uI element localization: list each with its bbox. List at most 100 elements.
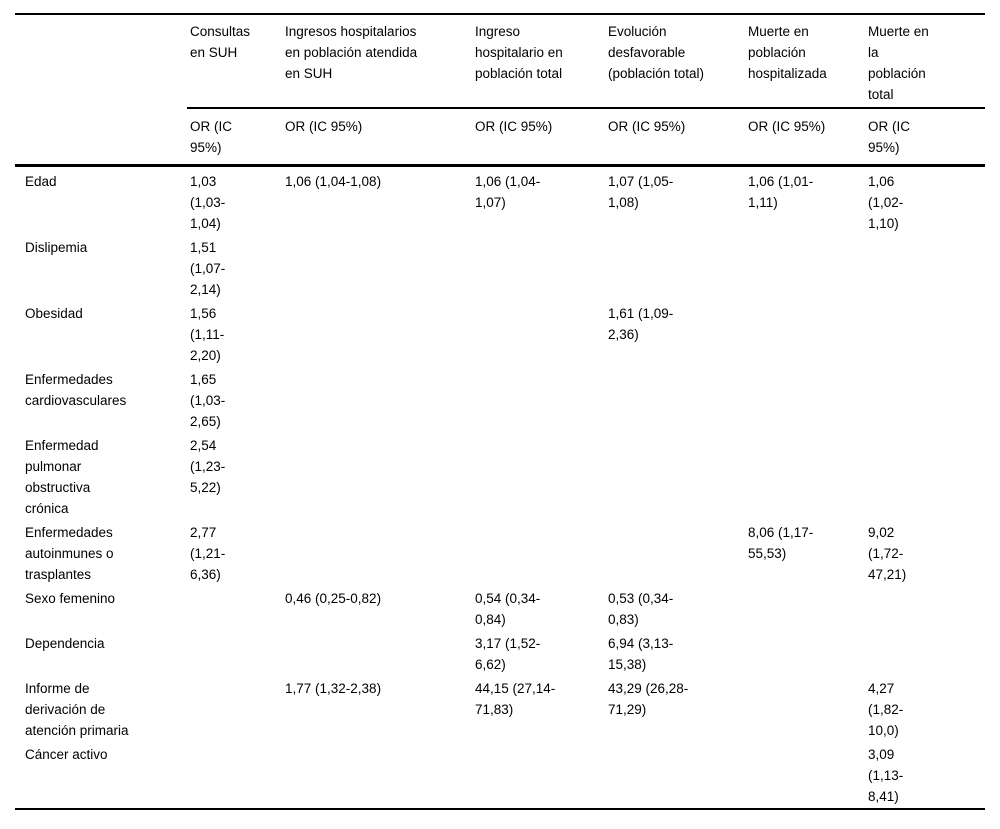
or-value-cell: 1,65 (1,03- 2,65) (190, 372, 226, 429)
or-value-cell (605, 520, 745, 586)
or-value-cell: 0,53 (0,34- 0,83) (608, 591, 674, 627)
or-value-cell (282, 367, 472, 433)
table-row: Dependencia 3,17 (1,52- 6,62) 6,94 (3,13- … (15, 631, 985, 676)
row-label-column-header (15, 14, 187, 108)
or-value-cell: 3,09 (1,13- 8,41) (868, 747, 904, 804)
or-value-cell (187, 676, 282, 742)
or-value-cell (282, 742, 472, 809)
or-value-cell (745, 631, 865, 676)
or-value-cell (187, 586, 282, 631)
or-value-cell (605, 433, 745, 520)
subheader-or-ic: OR (IC 95%) (865, 107, 985, 167)
or-value-cell: 6,94 (3,13- 15,38) (608, 636, 674, 672)
or-value-cell: 1,07 (1,05- 1,08) (608, 174, 674, 210)
or-value-cell: 0,46 (0,25-0,82) (285, 591, 382, 606)
table-row: Sexo femenino 0,46 (0,25-0,82) 0,54 (0,34-… (15, 586, 985, 631)
or-value-cell (472, 433, 605, 520)
or-value-cell: 1,06 (1,04-1,08) (285, 174, 382, 189)
or-value-cell (865, 235, 985, 301)
subheader-row: OR (IC 95%) OR (IC 95%) OR (IC 95%) OR (… (15, 107, 985, 167)
table-row: Enfermedad pulmonar obstructiva crónica 2… (15, 433, 985, 520)
or-value-cell (745, 586, 865, 631)
or-value-cell: 4,27 (1,82- 10,0) (868, 681, 904, 738)
or-value-cell (745, 676, 865, 742)
subheader-or-ic: OR (IC 95%) (187, 107, 282, 167)
or-value-cell (282, 433, 472, 520)
or-value-cell: 0,54 (0,34- 0,84) (475, 591, 541, 627)
row-label: Enfermedades autoinmunes o trasplantes (25, 525, 114, 582)
row-label: Informe de derivación de atención primar… (25, 681, 129, 738)
or-value-cell (282, 235, 472, 301)
paper-table-region: Consultas en SUH Ingresos hospitalarios … (15, 13, 985, 810)
or-value-cell (187, 742, 282, 809)
or-value-cell (865, 433, 985, 520)
table-row: Edad 1,03 (1,03- 1,04) 1,06 (1,04-1,08) 1,0… (15, 166, 985, 236)
table-row: Informe de derivación de atención primar… (15, 676, 985, 742)
or-value-cell (282, 631, 472, 676)
or-value-cell: 2,77 (1,21- 6,36) (190, 525, 226, 582)
or-value-cell: 3,17 (1,52- 6,62) (475, 636, 541, 672)
or-value-cell (472, 742, 605, 809)
row-label: Cáncer activo (25, 747, 108, 762)
or-value-cell (605, 235, 745, 301)
odds-ratio-table: Consultas en SUH Ingresos hospitalarios … (15, 13, 985, 810)
or-value-cell (472, 520, 605, 586)
or-value-cell (745, 235, 865, 301)
or-value-cell: 8,06 (1,17- 55,53) (748, 525, 814, 561)
or-value-cell: 1,06 (1,04- 1,07) (475, 174, 541, 210)
or-value-cell: 1,61 (1,09- 2,36) (608, 306, 674, 342)
subheader-or-ic: OR (IC 95%) (605, 107, 745, 167)
or-value-cell (472, 301, 605, 367)
or-value-cell: 2,54 (1,23- 5,22) (190, 438, 226, 495)
or-value-cell (865, 586, 985, 631)
column-header-muerte-poblacion-total: Muerte en la población total (868, 24, 929, 102)
or-value-cell: 1,56 (1,11- 2,20) (190, 306, 225, 363)
table-body: Edad 1,03 (1,03- 1,04) 1,06 (1,04-1,08) 1,0… (15, 166, 985, 810)
or-value-cell (605, 742, 745, 809)
row-label: Enfermedad pulmonar obstructiva crónica (25, 438, 99, 516)
or-value-cell (282, 520, 472, 586)
or-value-cell (865, 631, 985, 676)
row-label: Sexo femenino (25, 591, 116, 606)
or-value-cell: 43,29 (26,28- 71,29) (608, 681, 689, 717)
or-value-cell: 44,15 (27,14- 71,83) (475, 681, 556, 717)
or-value-cell (745, 742, 865, 809)
or-value-cell (282, 301, 472, 367)
table-row: Enfermedades autoinmunes o trasplantes 2,… (15, 520, 985, 586)
or-value-cell (745, 367, 865, 433)
row-label: Enfermedades cardiovasculares (25, 372, 127, 408)
column-header-ingreso-hospitalario-total: Ingreso hospitalario en población total (475, 24, 563, 81)
row-label: Dislipemia (25, 240, 88, 255)
table-row: Cáncer activo 3,09 (1,13- 8,41) (15, 742, 985, 809)
or-value-cell (472, 235, 605, 301)
or-value-cell (865, 367, 985, 433)
or-value-cell (187, 631, 282, 676)
or-value-cell: 1,51 (1,07- 2,14) (190, 240, 226, 297)
column-header-ingresos-hospitalarios-suh: Ingresos hospitalarios en población aten… (285, 24, 418, 81)
column-header-evolucion-desfavorable: Evolución desfavorable (población total) (608, 24, 705, 81)
row-label: Dependencia (25, 636, 105, 651)
row-label: Obesidad (25, 306, 83, 321)
or-value-cell (472, 367, 605, 433)
or-value-cell: 1,06 (1,01- 1,11) (748, 174, 814, 210)
table-row: Dislipemia 1,51 (1,07- 2,14) (15, 235, 985, 301)
column-header-row: Consultas en SUH Ingresos hospitalarios … (15, 14, 985, 108)
table-row: Obesidad 1,56 (1,11- 2,20) 1,61 (1,09- 2,3… (15, 301, 985, 367)
column-header-consultas-suh: Consultas en SUH (190, 24, 251, 60)
subheader-empty (15, 108, 187, 167)
or-value-cell: 1,77 (1,32-2,38) (285, 681, 382, 696)
subheader-or-ic: OR (IC 95%) (745, 107, 865, 167)
or-value-cell (605, 367, 745, 433)
row-label: Edad (25, 174, 57, 189)
or-value-cell: 1,03 (1,03- 1,04) (190, 174, 226, 231)
table-header: Consultas en SUH Ingresos hospitalarios … (15, 14, 985, 167)
subheader-or-ic: OR (IC 95%) (282, 107, 472, 167)
or-value-cell: 9,02 (1,72- 47,21) (868, 525, 907, 582)
subheader-or-ic: OR (IC 95%) (472, 107, 605, 167)
or-value-cell (745, 301, 865, 367)
or-value-cell (865, 301, 985, 367)
column-header-muerte-hospitalizada: Muerte en población hospitalizada (748, 24, 827, 81)
table-row: Enfermedades cardiovasculares 1,65 (1,03-… (15, 367, 985, 433)
or-value-cell: 1,06 (1,02- 1,10) (868, 174, 904, 231)
or-value-cell (745, 433, 865, 520)
